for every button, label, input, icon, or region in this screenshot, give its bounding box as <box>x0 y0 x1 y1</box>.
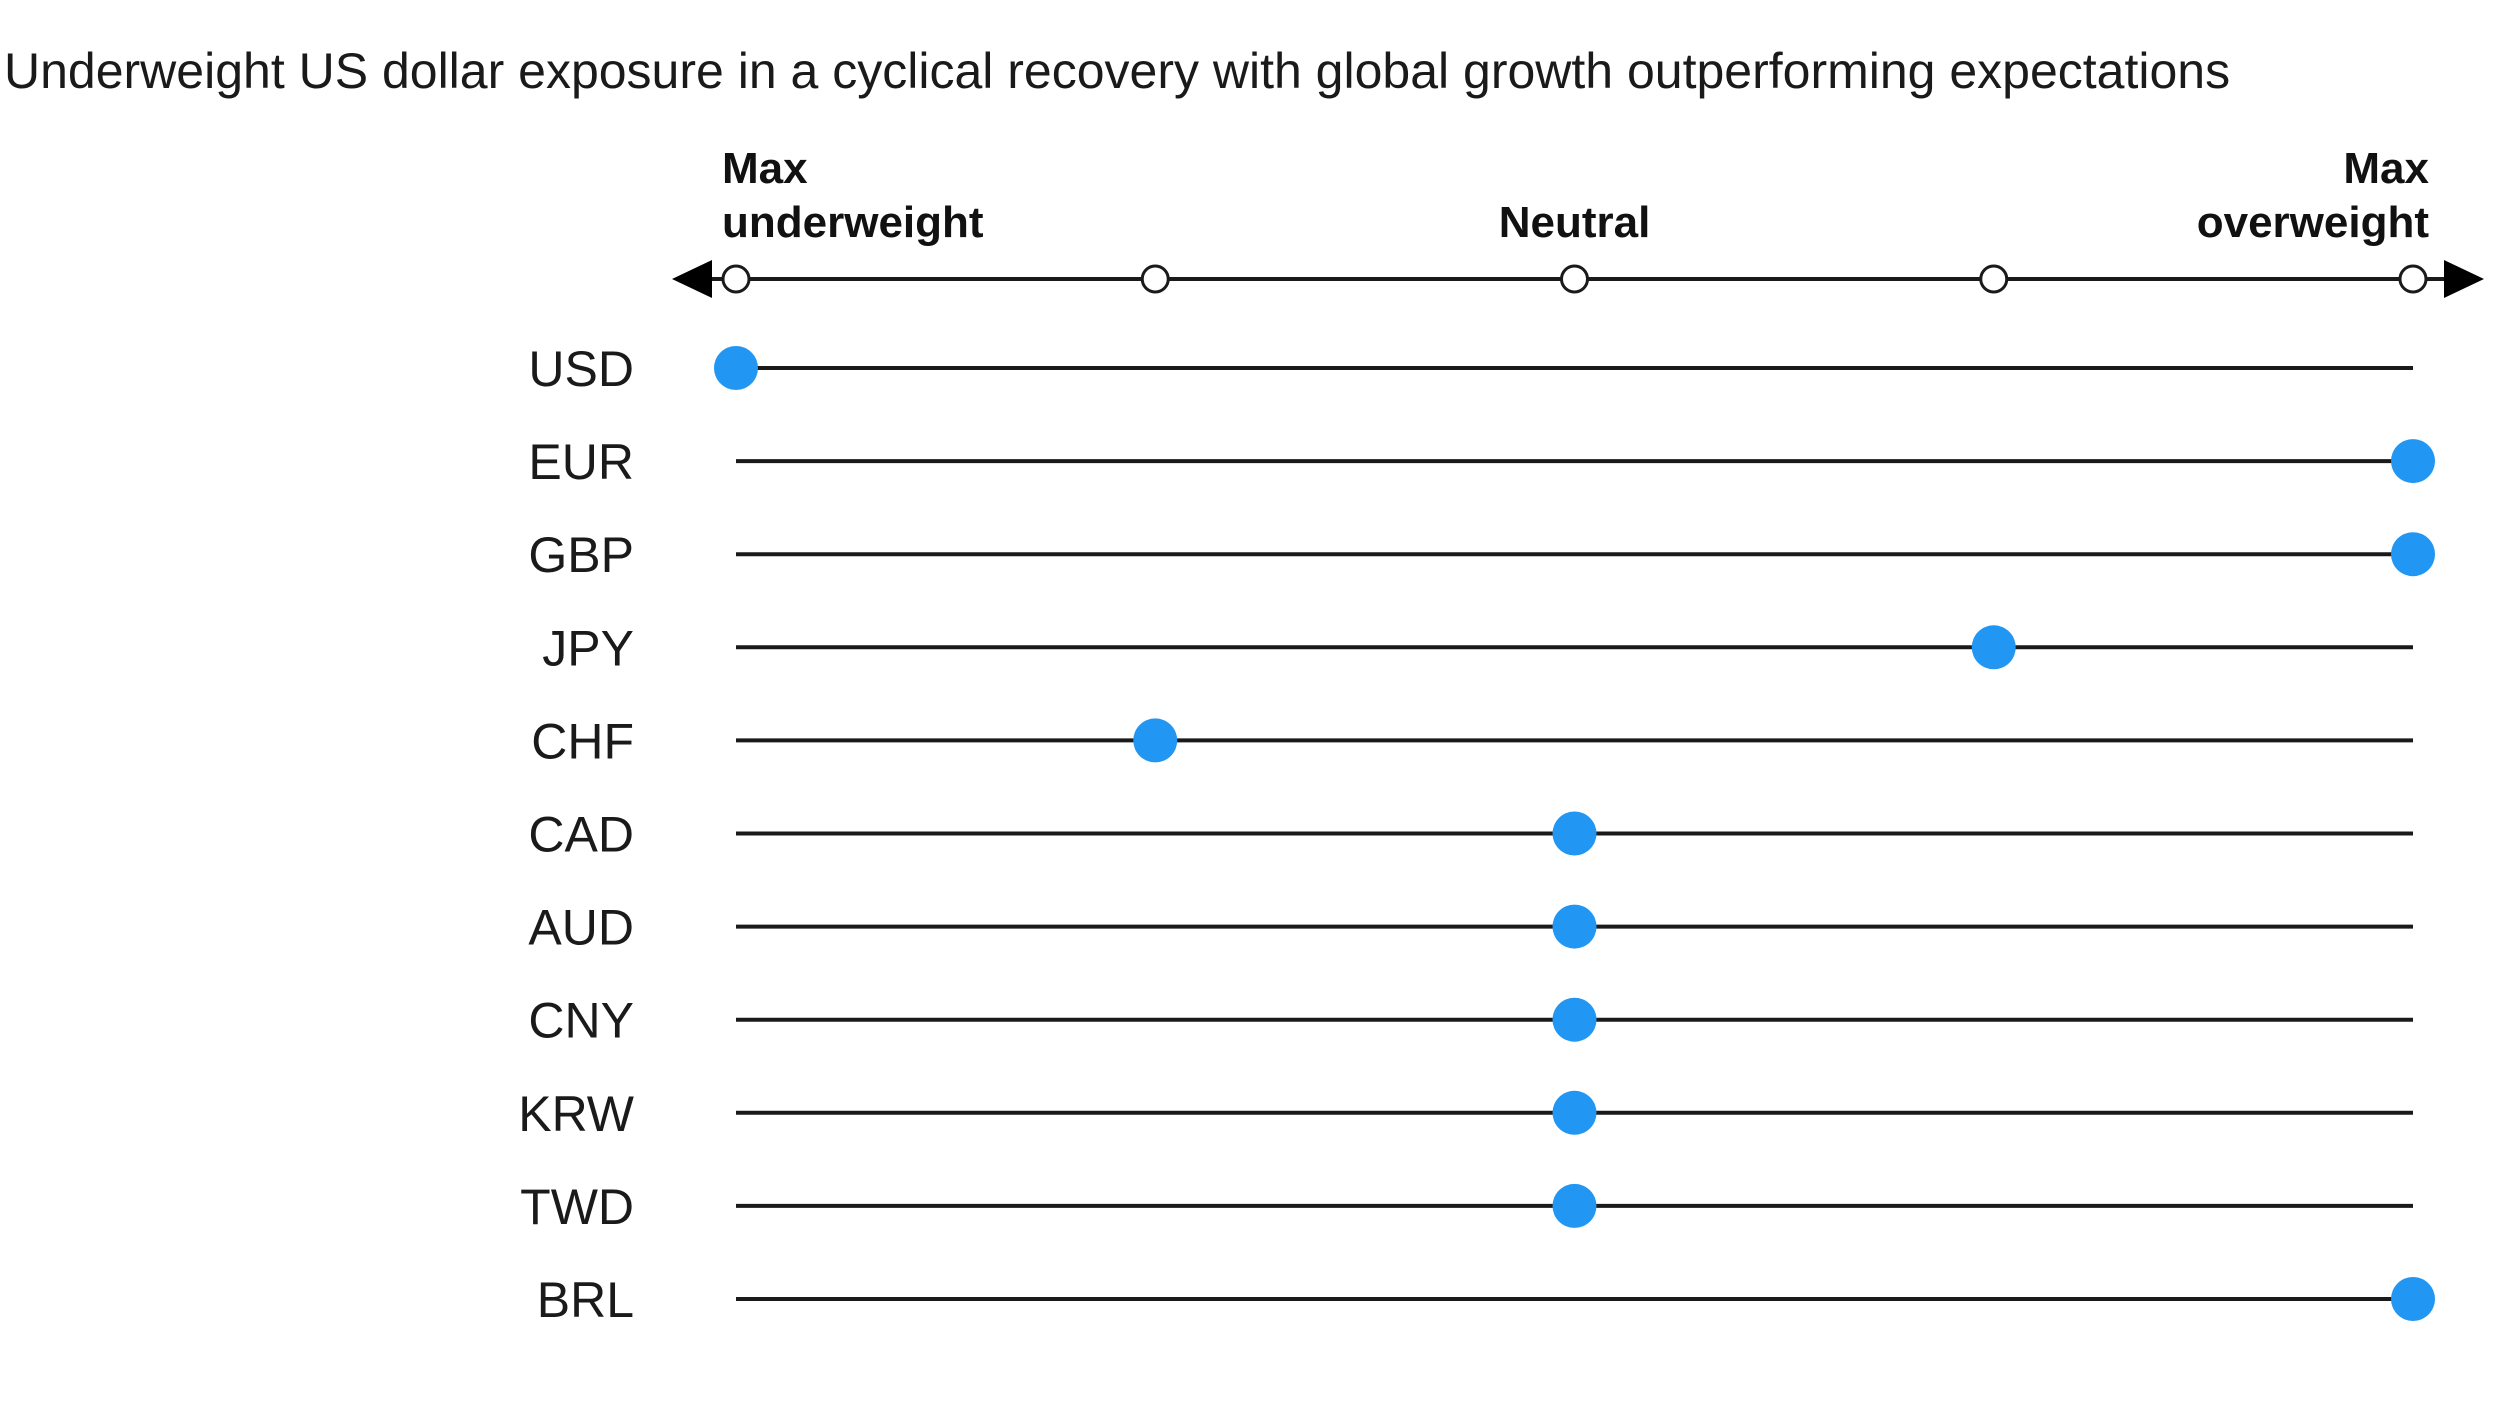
scale-tick-0 <box>721 264 751 294</box>
scale-tick-3 <box>1979 264 2009 294</box>
point-twd <box>1552 1183 1597 1228</box>
row-gbp: GBP <box>528 527 2435 583</box>
scale-label-0-line-1: underweight <box>722 198 984 247</box>
point-krw <box>1552 1090 1597 1135</box>
point-aud <box>1552 904 1597 949</box>
scale-label-0: Max underweight <box>722 144 984 247</box>
category-label-aud: AUD <box>528 900 634 956</box>
scale-tick-4 <box>2398 264 2428 294</box>
point-cny <box>1552 997 1597 1042</box>
scale-label-2-line-0: Max <box>2343 144 2429 193</box>
point-jpy <box>1971 625 2016 670</box>
scale-label-2-line-1: overweight <box>2197 198 2430 247</box>
category-label-jpy: JPY <box>542 620 634 676</box>
row-usd: USD <box>528 341 2413 397</box>
category-label-cad: CAD <box>528 807 634 863</box>
scale-axis: Max underweight Neutral Max overweight <box>672 144 2484 298</box>
scale-tick-2 <box>1560 264 1589 294</box>
point-gbp <box>2391 532 2435 577</box>
chart-title: Underweight US dollar exposure in a cycl… <box>4 43 2230 99</box>
row-krw: KRW <box>518 1086 2413 1142</box>
scale-label-2: Max overweight <box>2197 144 2430 247</box>
row-twd: TWD <box>520 1179 2413 1235</box>
category-label-cny: CNY <box>528 993 634 1049</box>
row-chf: CHF <box>531 713 2413 769</box>
point-brl <box>2391 1277 2435 1321</box>
scale-tick-1 <box>1140 264 1170 294</box>
row-cad: CAD <box>528 807 2413 863</box>
point-eur <box>2391 439 2435 484</box>
row-jpy: JPY <box>542 620 2413 676</box>
point-usd <box>714 346 758 390</box>
row-brl: BRL <box>537 1272 2435 1328</box>
scale-arrow-right <box>2444 260 2484 298</box>
category-label-usd: USD <box>528 341 634 397</box>
category-label-krw: KRW <box>518 1086 635 1142</box>
row-eur: EUR <box>528 434 2435 490</box>
category-label-twd: TWD <box>520 1179 634 1235</box>
scale-arrow-left <box>672 260 712 298</box>
scale-label-1: Neutral <box>1499 198 1651 247</box>
scale-label-1-line-0: Neutral <box>1499 198 1651 247</box>
row-aud: AUD <box>528 900 2413 956</box>
category-label-brl: BRL <box>537 1272 634 1328</box>
currency-rows: USD EUR GBP JPY CHF CAD AUD CNY KRW TWD BRL <box>518 341 2435 1328</box>
point-cad <box>1552 811 1597 856</box>
category-label-chf: CHF <box>531 713 634 769</box>
category-label-eur: EUR <box>528 434 634 490</box>
category-label-gbp: GBP <box>528 527 634 583</box>
point-chf <box>1133 718 1178 763</box>
row-cny: CNY <box>528 993 2413 1049</box>
scale-label-0-line-0: Max <box>722 144 808 193</box>
